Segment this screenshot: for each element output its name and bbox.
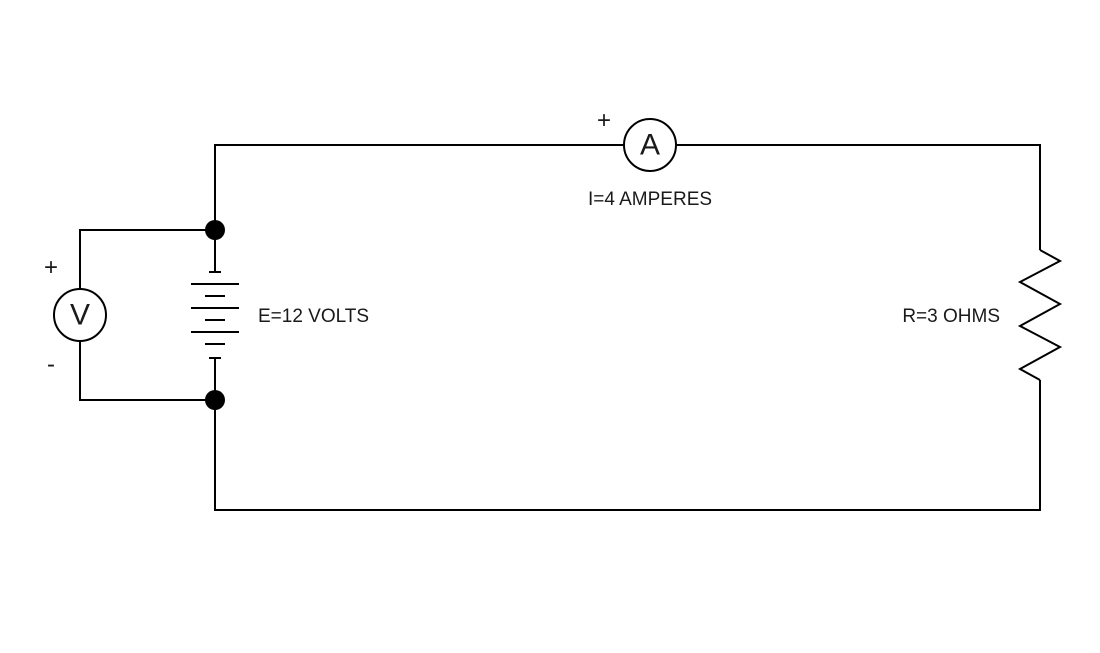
- node-bottom: [205, 390, 225, 410]
- resistor-label: R=3 OHMS: [902, 306, 1000, 327]
- ammeter-letter: A: [640, 129, 660, 162]
- current-label: I=4 AMPERES: [588, 189, 712, 210]
- wire-top-right: [676, 145, 1040, 250]
- wire-top-left: [215, 145, 624, 230]
- voltmeter-letter: V: [70, 299, 90, 332]
- voltmeter-minus: -: [47, 351, 55, 378]
- wire-voltmeter-bottom: [80, 341, 215, 400]
- wire-bottom: [215, 380, 1040, 510]
- resistor-symbol: [1020, 250, 1060, 380]
- node-top: [205, 220, 225, 240]
- circuit-diagram: V A E=12 VOLTS I=4 AMPERES R=3 OHMS + - …: [0, 0, 1100, 653]
- voltmeter-plus: +: [44, 254, 58, 281]
- ammeter: A: [624, 119, 676, 171]
- voltage-label: E=12 VOLTS: [258, 306, 369, 327]
- ammeter-plus: +: [597, 107, 611, 134]
- battery-symbol: [191, 272, 239, 358]
- voltmeter: V: [54, 289, 106, 341]
- wire-voltmeter-top: [80, 230, 215, 289]
